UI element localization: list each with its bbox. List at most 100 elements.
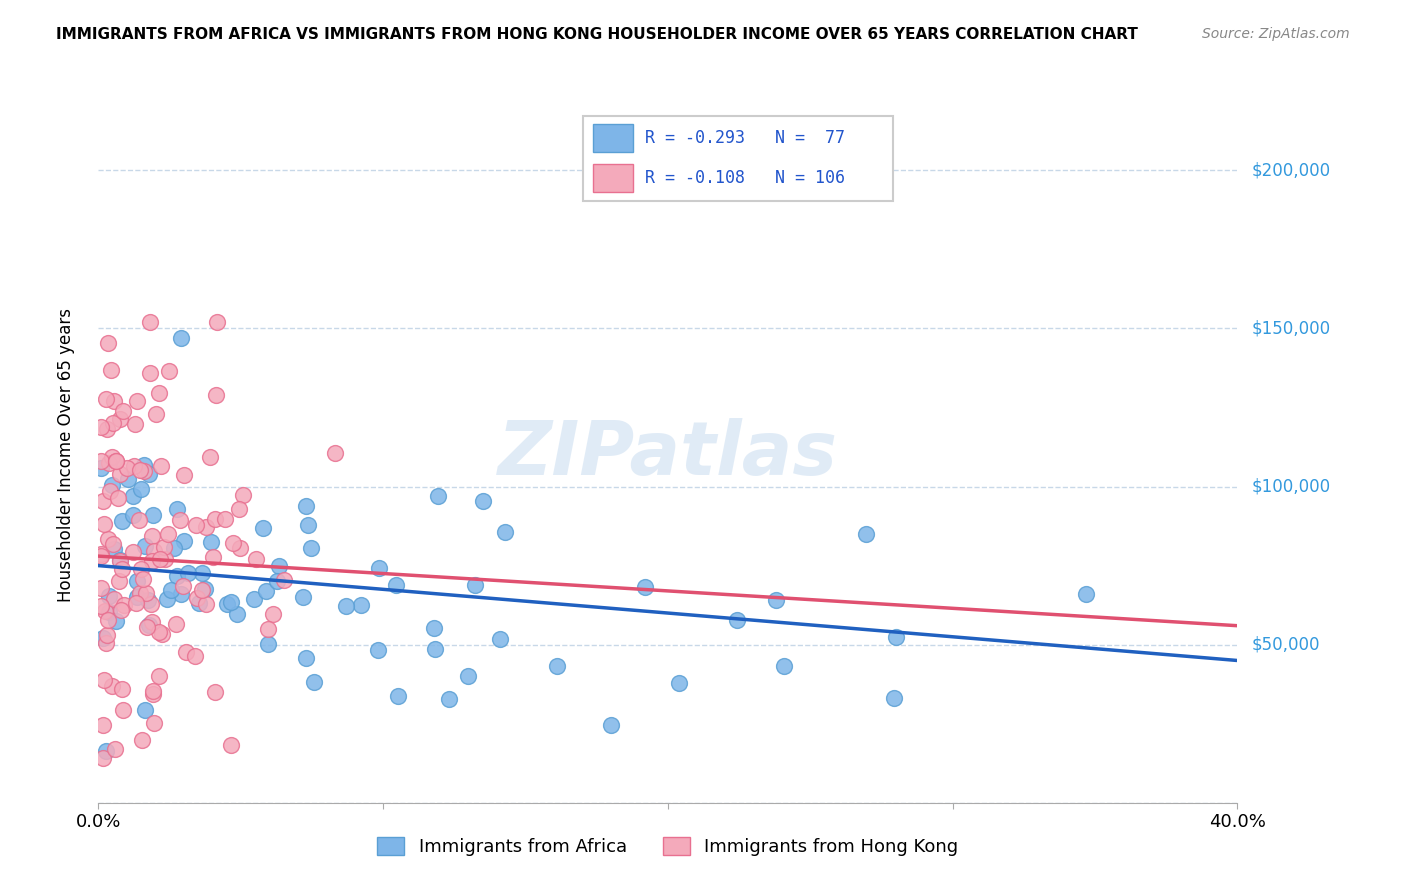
Point xyxy=(125,574,148,589)
Point xyxy=(98,484,121,499)
Point xyxy=(93,493,115,508)
Point xyxy=(156,527,179,541)
Point xyxy=(157,364,180,378)
Point xyxy=(93,517,115,532)
Point xyxy=(229,541,252,555)
Point xyxy=(600,718,623,732)
Point xyxy=(93,673,115,687)
Point xyxy=(262,607,284,621)
Point xyxy=(103,541,125,556)
Point xyxy=(98,456,121,470)
Point xyxy=(108,412,131,426)
Point xyxy=(546,659,568,673)
Point xyxy=(252,520,274,534)
Point xyxy=(139,597,162,611)
Point xyxy=(464,578,486,592)
Point xyxy=(141,554,163,568)
Point xyxy=(169,513,191,527)
Point xyxy=(101,537,124,551)
Point xyxy=(90,582,112,596)
Point xyxy=(204,685,226,699)
Point xyxy=(173,534,195,549)
Point xyxy=(122,508,145,522)
Text: $150,000: $150,000 xyxy=(1251,319,1330,337)
Point xyxy=(437,691,460,706)
Point xyxy=(112,702,135,716)
Point xyxy=(125,591,148,605)
Point xyxy=(725,613,748,627)
Point xyxy=(177,566,200,580)
Point xyxy=(129,482,152,496)
Text: $200,000: $200,000 xyxy=(1251,161,1330,179)
Point xyxy=(186,591,208,606)
Point xyxy=(108,554,131,568)
Point xyxy=(245,551,267,566)
Point xyxy=(200,450,222,464)
Text: R = -0.293: R = -0.293 xyxy=(645,129,745,147)
Point xyxy=(291,591,314,605)
Point xyxy=(472,493,495,508)
Point xyxy=(112,598,135,612)
Point xyxy=(124,417,146,431)
Point xyxy=(135,586,157,600)
Point xyxy=(138,467,160,481)
Point xyxy=(148,669,170,683)
Point xyxy=(104,742,127,756)
Point xyxy=(773,659,796,673)
Point xyxy=(143,715,166,730)
Point xyxy=(108,553,131,567)
Point xyxy=(222,536,245,550)
Point xyxy=(134,458,156,473)
Point xyxy=(90,549,112,563)
Point xyxy=(232,488,254,502)
Point xyxy=(184,649,207,664)
Point xyxy=(765,593,787,607)
Point xyxy=(136,592,159,607)
Point xyxy=(111,514,134,528)
Point xyxy=(267,558,290,573)
Point xyxy=(125,393,148,408)
Text: IMMIGRANTS FROM AFRICA VS IMMIGRANTS FROM HONG KONG HOUSEHOLDER INCOME OVER 65 Y: IMMIGRANTS FROM AFRICA VS IMMIGRANTS FRO… xyxy=(56,27,1137,42)
Point xyxy=(367,643,389,657)
Point xyxy=(100,363,122,377)
Point xyxy=(204,388,226,402)
Point xyxy=(295,650,318,665)
Point xyxy=(855,527,877,541)
Point xyxy=(159,582,181,597)
Point xyxy=(243,591,266,606)
Point xyxy=(115,461,138,475)
Point xyxy=(134,539,156,553)
Point xyxy=(141,529,163,543)
Point xyxy=(141,615,163,629)
Point xyxy=(122,545,145,559)
Point xyxy=(105,614,128,628)
Point xyxy=(457,669,479,683)
Point xyxy=(91,718,114,732)
Point xyxy=(170,331,193,345)
Point xyxy=(90,453,112,467)
Point xyxy=(295,500,318,514)
Point xyxy=(136,620,159,634)
Point xyxy=(90,461,112,475)
Point xyxy=(122,459,145,474)
Point xyxy=(886,631,908,645)
Point xyxy=(170,587,193,601)
Point xyxy=(219,595,242,609)
Point xyxy=(145,407,167,421)
Point xyxy=(111,682,134,697)
Bar xyxy=(593,124,633,153)
Point xyxy=(173,467,195,482)
Point xyxy=(254,584,277,599)
Point xyxy=(110,467,132,481)
Point xyxy=(149,458,172,473)
Point xyxy=(335,599,357,614)
Point xyxy=(494,524,516,539)
Point xyxy=(93,751,115,765)
Point xyxy=(97,532,120,546)
Point xyxy=(134,703,156,717)
Point xyxy=(387,689,409,703)
Point xyxy=(142,544,165,558)
Point xyxy=(90,547,112,561)
Bar xyxy=(593,164,633,192)
Point xyxy=(142,683,165,698)
